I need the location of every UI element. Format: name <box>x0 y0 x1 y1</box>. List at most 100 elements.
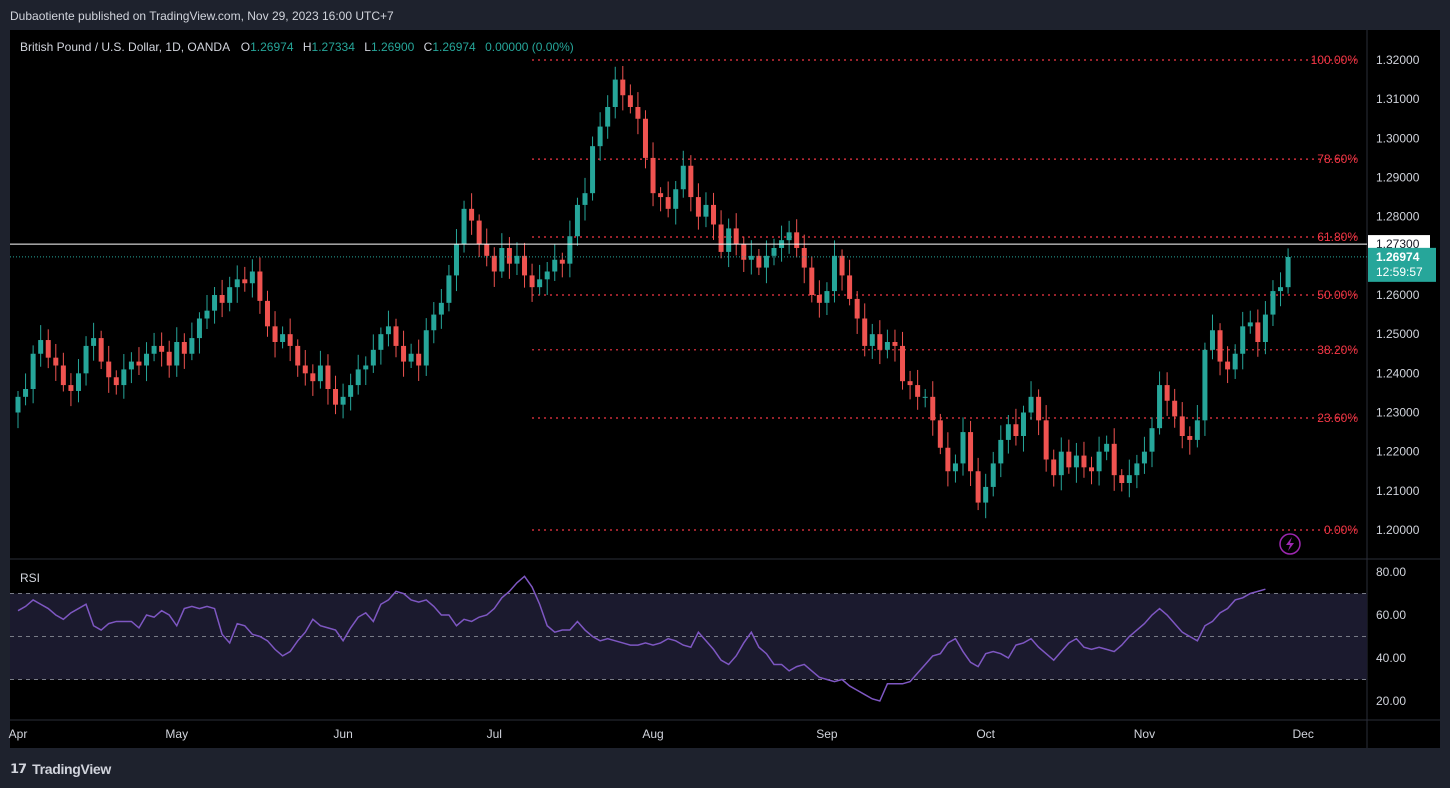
candle <box>1104 435 1110 461</box>
candle <box>257 257 263 314</box>
candle-body <box>1225 361 1231 370</box>
price-tick-label: 1.29000 <box>1376 171 1420 185</box>
candle-body <box>242 279 248 284</box>
published-caption: Dubaotiente published on TradingView.com… <box>10 9 394 23</box>
candle-body <box>1051 459 1057 476</box>
candle-body <box>824 291 830 303</box>
candle-body <box>869 334 875 346</box>
candle-body <box>151 345 157 354</box>
candle <box>189 322 195 361</box>
candle <box>151 332 157 362</box>
candle-body <box>514 255 520 264</box>
candle-body <box>1194 420 1200 440</box>
candle <box>234 265 240 303</box>
candle-body <box>174 342 180 366</box>
candle <box>1081 441 1087 478</box>
candle <box>809 256 815 303</box>
candle-body <box>658 193 664 198</box>
candle <box>75 359 81 403</box>
candle <box>544 261 550 295</box>
candle <box>1164 372 1170 416</box>
candle-body <box>1104 443 1110 452</box>
candle-body <box>60 365 66 386</box>
fib-levels: 100.00% 78.60% 61.80% 50.00% 38.20% 23.60% 0.0… <box>532 53 1360 537</box>
candle <box>1096 436 1102 486</box>
candle-body <box>506 248 512 264</box>
alert-icon[interactable] <box>1279 533 1301 555</box>
candle <box>680 150 686 198</box>
candle-body <box>1020 412 1026 436</box>
candle-body <box>605 107 611 127</box>
candle-body <box>431 314 437 331</box>
candle-body <box>280 334 286 342</box>
candle <box>907 370 913 400</box>
candle-body <box>1278 287 1284 292</box>
rsi-tick-label: 80.00 <box>1376 565 1406 579</box>
candle <box>242 266 248 292</box>
candle-body <box>249 271 255 284</box>
candle <box>1255 309 1261 357</box>
price-tick-label: 1.30000 <box>1376 131 1420 145</box>
time-tick-label: Nov <box>1134 727 1155 741</box>
candle <box>574 197 580 246</box>
candle <box>688 155 694 212</box>
candle <box>884 329 890 359</box>
candle-body <box>370 349 376 366</box>
candle-body <box>1028 396 1034 413</box>
candle-body <box>998 439 1004 464</box>
candle <box>1194 405 1200 448</box>
candle <box>355 354 361 395</box>
candle-body <box>91 338 97 346</box>
low-value: 1.26900 <box>371 40 415 54</box>
candle <box>1179 402 1185 449</box>
candle-body <box>1187 436 1193 440</box>
candle-body <box>227 287 233 303</box>
candle-body <box>15 396 21 413</box>
candle <box>393 318 399 358</box>
candle <box>741 236 747 272</box>
price-tick-label: 1.23000 <box>1376 406 1420 420</box>
fib-label-1: 78.60% <box>1317 152 1358 166</box>
candle-body <box>892 342 898 346</box>
candle <box>983 473 989 519</box>
candle <box>922 388 928 408</box>
candle <box>280 326 286 349</box>
candle-body <box>673 189 679 209</box>
candle <box>1209 314 1215 360</box>
high-value: 1.27334 <box>312 40 356 54</box>
candle <box>658 187 664 212</box>
tradingview-brand[interactable]: 𝟭𝟳 TradingView <box>10 761 111 777</box>
candle <box>227 276 233 312</box>
candle <box>869 323 875 359</box>
candle-body <box>1172 400 1178 417</box>
candle <box>854 291 860 334</box>
price-tick-label: 1.20000 <box>1376 523 1420 537</box>
candle <box>794 219 800 258</box>
candle-body <box>635 107 641 119</box>
fib-label-6: 0.00% <box>1324 523 1358 537</box>
candle-body <box>975 471 981 503</box>
candle-body <box>1270 291 1276 315</box>
high-label: H <box>303 40 312 54</box>
close-value: 1.26974 <box>432 40 476 54</box>
candle-body <box>1119 475 1125 483</box>
candle <box>998 425 1004 478</box>
fib-label-5: 23.60% <box>1317 411 1358 425</box>
candle <box>128 352 134 384</box>
candle-body <box>590 146 596 194</box>
candle <box>166 340 172 378</box>
candle-body <box>642 118 648 158</box>
candle <box>113 370 119 395</box>
candle-body <box>1126 475 1132 483</box>
candle-body <box>348 385 354 397</box>
candle <box>711 192 717 240</box>
candle-body <box>1043 420 1049 460</box>
candle-body <box>665 197 671 209</box>
candle-body <box>1058 451 1064 476</box>
candle-body <box>385 326 391 335</box>
candle-body <box>23 389 29 397</box>
candle-body <box>287 334 293 346</box>
candle <box>416 339 422 381</box>
candle <box>370 334 376 373</box>
